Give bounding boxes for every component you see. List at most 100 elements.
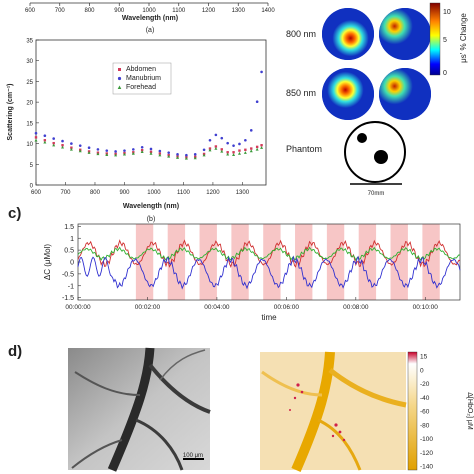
scattering-point-manubrium <box>214 133 218 137</box>
phantom-inclusion-small <box>357 133 367 143</box>
top-tick-label: 1100 <box>172 8 186 14</box>
hbo2-branch-2 <box>317 418 362 471</box>
scattering-point-manubrium <box>140 146 144 149</box>
legend-label-manubrium: Manubrium <box>126 75 161 82</box>
scattering-point-manubrium <box>87 146 91 150</box>
scattering-point-manubrium <box>149 147 153 151</box>
stimulus-block <box>167 224 186 300</box>
hbo2-colorbar-tick: -40 <box>420 395 430 402</box>
scattering-point-forehead <box>69 147 73 151</box>
scattering-point-forehead <box>61 145 65 149</box>
timeseries-ytick-label: -0.5 <box>62 271 74 278</box>
maps-colorbar <box>429 2 441 76</box>
scattering-point-forehead <box>193 156 197 160</box>
timeseries-ylabel: ΔC (μMol) <box>43 244 52 281</box>
scattering-point-forehead <box>96 152 100 156</box>
scattering-point-manubrium <box>105 149 109 152</box>
scattering-point-manubrium <box>244 138 247 142</box>
hbo2-colorbar-tick: -60 <box>420 409 430 416</box>
scattering-point-forehead <box>52 143 56 147</box>
hbo2-red-spots <box>289 383 346 442</box>
stimulus-block <box>135 224 154 300</box>
scattering-point-forehead <box>140 150 144 154</box>
scattering-point-forehead <box>255 147 259 151</box>
scattering-point-abdomen <box>214 145 218 148</box>
caption-b: (b) <box>147 216 156 223</box>
branch-vessel-1 <box>148 363 211 414</box>
scattering-ytick-label: 5 <box>30 163 34 169</box>
scattering-point-manubrium <box>123 149 126 152</box>
top-tick-label: 900 <box>114 8 125 14</box>
scattering-point-forehead <box>243 151 247 154</box>
scattering-point-forehead <box>208 148 212 152</box>
timeseries-xtick-label: 00:02:00 <box>135 304 161 311</box>
timeseries-line-red <box>77 239 461 269</box>
top-tick-label: 1400 <box>261 8 275 14</box>
scattering-ytick-label: 10 <box>26 142 33 148</box>
row-label-phantom: Phantom <box>286 144 322 154</box>
scattering-point-forehead <box>184 156 188 160</box>
scattering-point-manubrium <box>226 141 229 145</box>
scattering-point-forehead <box>260 146 264 149</box>
scattering-point-forehead <box>34 138 38 142</box>
hemodynamics-chart: c) 1.5 1 0.5 0 -0.5 -1 -1.5 00:00:00 00:02:00 00… <box>8 205 461 322</box>
scattering-ytick-label: 30 <box>26 59 33 65</box>
timeseries-xtick-label: 00:00:00 <box>65 304 91 311</box>
hbo2-colorbar-tick: -80 <box>420 422 430 429</box>
scattering-xtick-label: 600 <box>31 190 42 196</box>
scattering-point-manubrium <box>61 139 64 143</box>
scattering-point-manubrium <box>202 148 206 152</box>
microscopy-scale-label: 100 μm <box>183 453 203 459</box>
scattering-point-forehead <box>122 152 126 156</box>
scattering-ytick-label: 35 <box>26 39 33 45</box>
scattering-point-forehead <box>149 151 153 155</box>
top-tick-label: 1000 <box>142 8 156 14</box>
timeseries-xlabel: time <box>261 313 277 322</box>
scattering-point-manubrium <box>193 153 197 156</box>
caption-a: (a) <box>146 27 155 34</box>
map-850-left-hotspot <box>322 68 374 120</box>
timeseries-xtick-label: 00:04:00 <box>204 304 230 311</box>
timeseries-xtick-label: 00:10:00 <box>413 304 439 311</box>
stimulus-block <box>422 224 440 300</box>
scattering-ytick-label: 20 <box>26 101 33 107</box>
scattering-point-forehead <box>105 153 109 156</box>
scattering-point-manubrium <box>78 144 82 147</box>
scattering-point-forehead <box>220 149 224 153</box>
top-tick-label: 600 <box>25 8 36 14</box>
timeseries-ytick-label: 0 <box>70 260 74 267</box>
legend-marker <box>117 76 122 81</box>
scattering-point-manubrium <box>158 149 162 153</box>
panel-label-c: c) <box>8 205 21 222</box>
scattering-point-forehead <box>237 151 241 155</box>
hbo2-colorbar-tick: -140 <box>420 464 433 471</box>
row-label-800: 800 nm <box>286 29 316 39</box>
scattering-point-abdomen <box>34 136 38 139</box>
scattering-point-forehead <box>232 153 236 156</box>
scattering-point-manubrium <box>43 134 47 137</box>
scattering-ytick-label: 0 <box>30 184 34 190</box>
scattering-point-abdomen <box>238 149 241 152</box>
scattering-point-manubrium <box>52 137 55 140</box>
scattering-point-manubrium <box>176 153 179 156</box>
scattering-legend: Abdomen Manubrium Forehead <box>112 62 172 95</box>
legend-box <box>112 62 172 95</box>
scattering-point-abdomen <box>260 144 263 147</box>
scattering-point-abdomen <box>61 144 64 147</box>
hbo2-colorbar-label: Δ[HbO₂] μM <box>466 392 473 430</box>
scattering-point-manubrium <box>70 142 73 145</box>
scattering-xtick-label: 1200 <box>206 190 220 196</box>
scattering-point-forehead <box>214 146 218 150</box>
timeseries-line-blue <box>77 255 461 290</box>
scattering-point-forehead <box>167 154 171 158</box>
timeseries-xtick-label: 00:08:00 <box>343 304 369 311</box>
scattering-point-forehead <box>202 153 206 157</box>
maps-colorbar-tick-0: 0 <box>443 70 447 77</box>
top-strip-axis: 600 700 800 900 1000 1100 1200 1300 1400 Wavelen… <box>25 2 275 34</box>
hbo2-colorbar-tick: 15 <box>420 354 428 361</box>
scattering-point-abdomen <box>43 139 47 142</box>
scattering-point-manubrium <box>167 151 170 154</box>
scattering-point-abdomen <box>140 149 144 152</box>
scattering-xtick-label: 900 <box>119 190 130 196</box>
legend-marker <box>117 85 122 89</box>
